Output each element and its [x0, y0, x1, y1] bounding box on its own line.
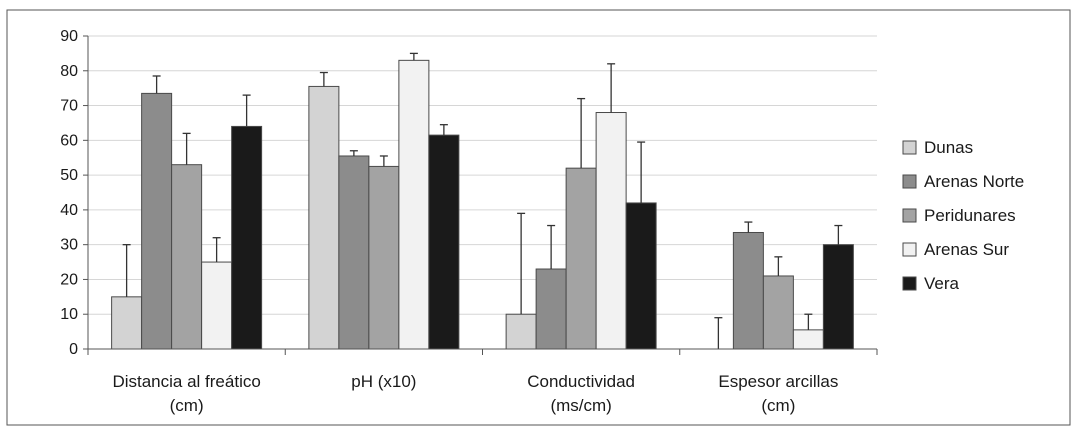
bar — [231, 125, 263, 350]
axes: 0 10 20 30 40 50 60 70 80 90 Distancia al freático… — [60, 28, 878, 415]
bars — [111, 52, 854, 350]
legend-label: Arenas Norte — [924, 172, 1024, 191]
bar — [822, 244, 854, 350]
y-tick-label: 50 — [60, 167, 78, 184]
bar — [505, 313, 537, 350]
legend: Dunas Arenas Norte Peridunares Arenas Sur Ve… — [902, 138, 1024, 293]
x-category-label: (cm) — [170, 396, 204, 415]
legend-label: Arenas Sur — [924, 240, 1009, 259]
y-tick-label: 30 — [60, 237, 78, 254]
legend-swatch — [902, 174, 917, 189]
legend-swatch — [902, 208, 917, 223]
bar — [762, 275, 794, 350]
bar — [141, 92, 173, 350]
x-category-label: Espesor arcillas — [718, 372, 838, 391]
bar — [625, 202, 657, 350]
bar — [171, 164, 203, 350]
y-tick-label: 70 — [60, 98, 78, 115]
bar — [111, 296, 143, 350]
x-category-label: (ms/cm) — [550, 396, 611, 415]
legend-label: Dunas — [924, 138, 973, 157]
y-tick-label: 10 — [60, 306, 78, 323]
legend-swatch — [902, 276, 917, 291]
y-tick-label: 20 — [60, 271, 78, 288]
legend-label: Vera — [924, 274, 960, 293]
bar — [201, 261, 233, 350]
bar — [428, 134, 460, 350]
y-tick-label: 90 — [60, 28, 78, 45]
x-category-label: Conductividad — [527, 372, 635, 391]
y-tick-label: 60 — [60, 132, 78, 149]
bar — [732, 231, 764, 350]
x-category-label: (cm) — [761, 396, 795, 415]
y-tick-label: 80 — [60, 63, 78, 80]
bar — [535, 268, 567, 350]
bar — [595, 112, 627, 350]
y-tick-label: 40 — [60, 202, 78, 219]
bar — [338, 155, 370, 350]
x-category-label: pH (x10) — [351, 372, 416, 391]
bar — [308, 85, 340, 350]
legend-swatch — [902, 140, 917, 155]
x-category-label: Distancia al freático — [112, 372, 260, 391]
legend-label: Peridunares — [924, 206, 1016, 225]
bar — [398, 59, 430, 350]
bar — [368, 165, 400, 350]
y-tick-label: 0 — [69, 341, 78, 358]
legend-swatch — [902, 242, 917, 257]
bar — [792, 329, 824, 350]
bar — [565, 167, 597, 350]
